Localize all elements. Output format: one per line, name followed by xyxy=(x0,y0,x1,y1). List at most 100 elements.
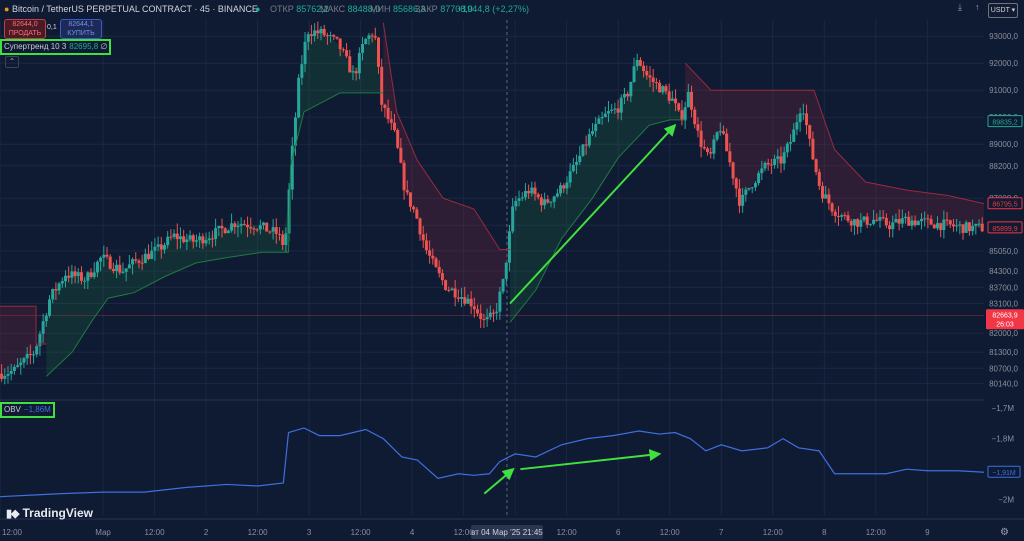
candle xyxy=(715,132,719,140)
time-axis[interactable]: 12:00Мар12:00212:00312:00412:00512:00612… xyxy=(0,518,1024,539)
annotation-arrow xyxy=(509,123,677,305)
candle xyxy=(677,103,681,111)
candle xyxy=(418,218,422,235)
candle xyxy=(274,227,278,234)
candle xyxy=(920,218,924,222)
obv-tick-label: −1,7M xyxy=(992,404,1015,413)
obv-current-label: −1,91M xyxy=(992,470,1016,477)
buy-button[interactable]: 82644,1 КУПИТЬ xyxy=(60,19,102,39)
tradingview-logo: ▮◆ TradingView xyxy=(6,506,93,520)
symbol-title[interactable]: Bitcoin / TetherUS PERPETUAL CONTRACT · … xyxy=(11,4,258,14)
candle xyxy=(169,236,173,238)
currency-select[interactable]: USDT ▾ xyxy=(988,3,1018,18)
candle xyxy=(904,216,908,219)
candle xyxy=(744,189,748,195)
candle xyxy=(897,219,901,224)
candle xyxy=(156,244,160,247)
candle xyxy=(124,268,128,272)
candle xyxy=(690,91,694,110)
open-stat: ОТКР 85762,2 xyxy=(270,4,329,14)
candle xyxy=(836,215,840,217)
chart-header: ● Bitcoin / TetherUS PERPETUAL CONTRACT … xyxy=(0,0,1024,18)
candle xyxy=(92,272,96,277)
candle xyxy=(856,219,860,227)
obv-legend[interactable]: OBV −1,86M xyxy=(0,402,55,418)
obv-axis[interactable]: −1,7M−1,8M−1,9M−2M−1,91M xyxy=(987,404,1021,505)
candle xyxy=(718,131,722,133)
price-tick-label: 91000,0 xyxy=(989,86,1018,95)
candle xyxy=(198,236,202,241)
candle xyxy=(373,36,377,38)
candle xyxy=(89,272,93,277)
candle xyxy=(731,162,735,179)
candle xyxy=(242,224,246,226)
candle xyxy=(699,130,703,148)
supertrend-legend[interactable]: Супертренд 10 3 82695,8 ∅ xyxy=(0,39,112,55)
candle xyxy=(329,35,333,37)
candle xyxy=(491,312,495,314)
candle xyxy=(332,35,336,37)
candle xyxy=(217,225,221,229)
candle xyxy=(546,199,550,203)
candle xyxy=(402,162,406,191)
candle xyxy=(118,264,122,273)
candle xyxy=(504,262,508,279)
candle xyxy=(147,253,151,259)
candle xyxy=(875,219,879,221)
candle xyxy=(79,272,83,281)
candle xyxy=(514,200,518,207)
hidden-eye-icon[interactable]: ∅ xyxy=(100,42,108,51)
candle xyxy=(354,71,358,74)
price-axis[interactable]: 93000,092000,091000,090000,089000,088200… xyxy=(984,18,1024,518)
candle xyxy=(654,82,658,84)
price-tick-label: 80700,0 xyxy=(989,364,1018,373)
candle xyxy=(696,124,700,131)
candle xyxy=(236,225,240,227)
candle xyxy=(166,236,170,246)
collapse-legend-button[interactable]: ⌃ xyxy=(5,56,19,68)
candle xyxy=(233,223,237,227)
price-label-box xyxy=(987,197,1023,210)
candle xyxy=(967,222,971,232)
time-tick-label: 12:00 xyxy=(557,528,578,537)
gear-icon[interactable]: ⚙ xyxy=(1000,527,1009,538)
candle xyxy=(827,194,831,204)
time-tick-label: 12:00 xyxy=(351,528,372,537)
candle xyxy=(549,201,553,203)
candle xyxy=(616,108,620,113)
candle xyxy=(603,113,607,118)
time-tick-label: 3 xyxy=(307,528,312,537)
candle xyxy=(868,223,872,225)
candle xyxy=(552,196,556,202)
candle xyxy=(303,41,307,65)
candle xyxy=(421,234,425,241)
candle xyxy=(249,227,253,229)
candle xyxy=(670,98,674,101)
candle xyxy=(757,173,761,184)
candle xyxy=(389,119,393,123)
sell-button[interactable]: 82644,0 ПРОДАТЬ xyxy=(4,19,46,39)
candle xyxy=(629,82,633,97)
supertrend-down-zone xyxy=(685,63,984,228)
scroll-up-icon[interactable]: ↑ xyxy=(975,2,980,12)
candle xyxy=(789,142,793,144)
spread-value: 0,1 xyxy=(47,24,57,31)
candle xyxy=(472,306,476,310)
candle xyxy=(942,219,946,231)
candle xyxy=(252,228,256,230)
candle xyxy=(204,240,208,244)
candle xyxy=(894,219,898,223)
candle xyxy=(587,134,591,146)
candle xyxy=(900,218,904,224)
candle xyxy=(290,145,294,190)
download-icon[interactable]: ⤓ xyxy=(958,2,962,12)
candle xyxy=(83,280,87,282)
candle xyxy=(19,362,23,366)
candle xyxy=(12,366,16,371)
candle xyxy=(581,144,585,156)
candle xyxy=(357,52,361,74)
candle xyxy=(571,164,575,172)
candle xyxy=(108,256,112,269)
candle xyxy=(926,218,930,220)
